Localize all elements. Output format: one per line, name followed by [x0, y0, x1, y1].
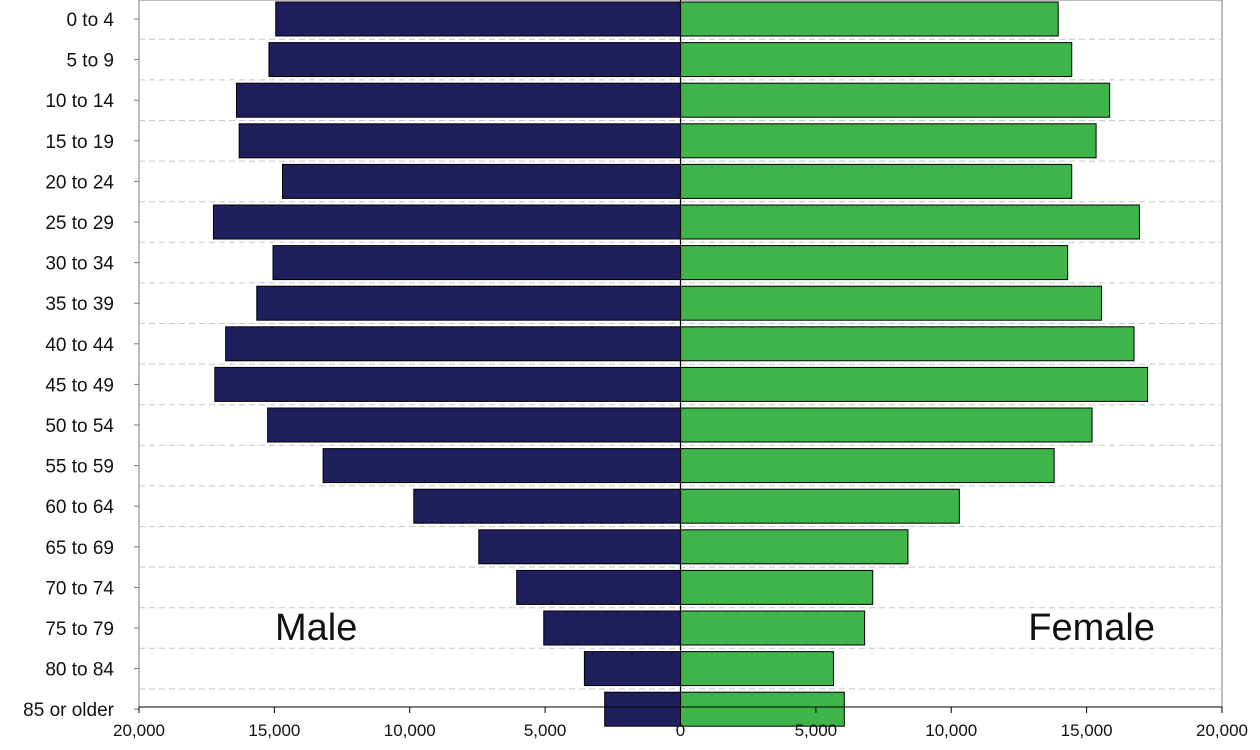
bar-male-11 [322, 448, 681, 484]
x-tick-label: 0 [676, 721, 685, 740]
bar-male-0 [275, 1, 681, 37]
series-label-female: Female [1028, 607, 1155, 649]
category-label: 5 to 9 [66, 51, 114, 72]
category-label: 25 to 29 [45, 213, 114, 234]
bar-female-3 [680, 123, 1097, 159]
category-label: 75 to 79 [45, 619, 114, 640]
category-label: 30 to 34 [45, 254, 114, 275]
x-tick-label: 5,000 [524, 721, 567, 740]
series-label-male: Male [275, 607, 357, 649]
category-label: 65 to 69 [45, 538, 114, 559]
bar-female-12 [680, 488, 960, 524]
bar-female-15 [680, 610, 866, 646]
category-label: 70 to 74 [45, 578, 114, 599]
bar-male-14 [516, 569, 681, 605]
x-tick-label: 20,000 [1196, 721, 1248, 740]
category-label: 55 to 59 [45, 457, 114, 478]
category-label: 60 to 64 [45, 497, 114, 518]
bar-female-5 [680, 204, 1140, 240]
x-tick-label: 15,000 [248, 721, 300, 740]
category-label: 80 to 84 [45, 660, 114, 681]
bar-male-4 [281, 163, 681, 199]
bar-male-17 [604, 691, 681, 727]
bar-female-16 [680, 651, 834, 687]
x-tick-label: 10,000 [925, 721, 977, 740]
bar-male-15 [543, 610, 681, 646]
category-label: 0 to 4 [66, 10, 114, 31]
x-tick-label: 5,000 [795, 721, 838, 740]
x-tick-label: 20,000 [113, 721, 165, 740]
bar-female-1 [680, 42, 1073, 78]
x-tick-label: 10,000 [384, 721, 436, 740]
bar-female-9 [680, 366, 1149, 402]
bar-female-17 [680, 691, 845, 727]
bar-female-4 [680, 163, 1073, 199]
bar-female-8 [680, 326, 1135, 362]
category-label: 20 to 24 [45, 172, 114, 193]
category-label: 45 to 49 [45, 375, 114, 396]
bar-male-13 [478, 529, 682, 565]
bar-male-9 [214, 366, 681, 402]
category-label: 50 to 54 [45, 416, 114, 437]
x-tick-label: 15,000 [1061, 721, 1113, 740]
bar-male-16 [583, 651, 681, 687]
bar-male-1 [268, 42, 681, 78]
bar-male-3 [238, 123, 682, 159]
bar-female-14 [680, 569, 874, 605]
bar-male-12 [413, 488, 681, 524]
bar-male-6 [272, 245, 681, 281]
category-label: 15 to 19 [45, 132, 114, 153]
bar-male-7 [256, 285, 681, 321]
category-label: 35 to 39 [45, 294, 114, 315]
bar-male-10 [267, 407, 681, 443]
category-label: 40 to 44 [45, 335, 114, 356]
bar-male-5 [212, 204, 682, 240]
bar-male-2 [235, 82, 681, 118]
bar-female-6 [680, 245, 1069, 281]
bar-female-0 [680, 1, 1059, 37]
bar-female-2 [680, 82, 1111, 118]
bar-female-11 [680, 448, 1055, 484]
bar-male-8 [225, 326, 681, 362]
bar-female-13 [680, 529, 909, 565]
category-label: 10 to 14 [45, 91, 114, 112]
category-label: 85 or older [23, 700, 115, 721]
bar-female-7 [680, 285, 1103, 321]
bar-female-10 [680, 407, 1093, 443]
